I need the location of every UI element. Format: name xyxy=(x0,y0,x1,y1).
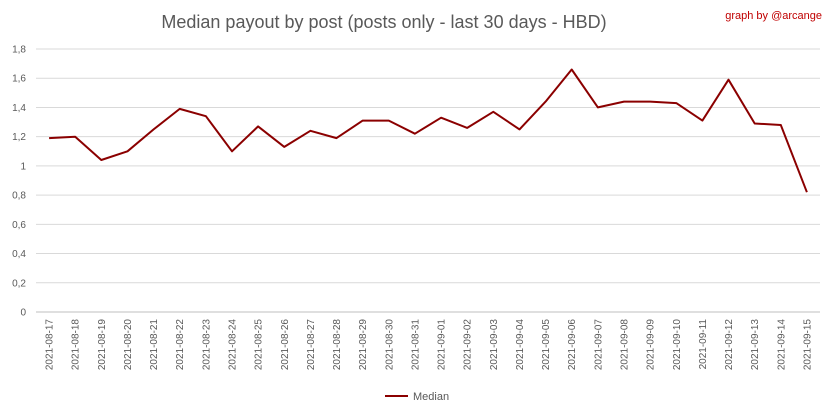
x-tick-label: 2021-08-29 xyxy=(358,319,369,371)
x-tick-label: 2021-08-20 xyxy=(123,319,134,371)
gridlines xyxy=(36,48,820,313)
chart-title: Median payout by post (posts only - last… xyxy=(161,12,606,32)
x-tick-label: 2021-09-12 xyxy=(724,319,735,371)
x-tick-label: 2021-08-26 xyxy=(280,319,291,371)
x-tick-label: 2021-09-15 xyxy=(802,319,813,371)
x-tick-label: 2021-09-09 xyxy=(646,319,657,371)
x-tick-label: 2021-09-10 xyxy=(672,319,683,371)
series-layer xyxy=(49,68,808,193)
legend: Median xyxy=(385,391,449,403)
y-tick-label: 0 xyxy=(20,308,26,319)
y-axis-ticks: 0 0,2 0,4 0,6 0,8 1 1,2 1,4 1,6 1,8 xyxy=(12,45,26,319)
x-tick-label: 2021-09-07 xyxy=(593,319,604,371)
legend-label-median: Median xyxy=(413,391,449,403)
x-tick-label: 2021-08-28 xyxy=(332,319,343,371)
x-tick-label: 2021-09-08 xyxy=(620,319,631,371)
y-tick-label: 1,4 xyxy=(12,103,26,114)
x-tick-label: 2021-08-22 xyxy=(175,319,186,371)
y-tick-label: 0,4 xyxy=(12,249,26,260)
x-tick-label: 2021-09-13 xyxy=(750,319,761,371)
series-line-median xyxy=(49,68,808,193)
x-tick-label: 2021-08-30 xyxy=(384,319,395,371)
x-tick-label: 2021-08-25 xyxy=(254,319,265,371)
x-tick-label: 2021-08-18 xyxy=(71,319,82,371)
x-tick-label: 2021-09-05 xyxy=(541,319,552,371)
x-tick-label: 2021-09-02 xyxy=(463,319,474,371)
y-tick-label: 0,8 xyxy=(12,191,26,202)
y-tick-label: 1,6 xyxy=(12,74,26,85)
x-tick-label: 2021-08-31 xyxy=(410,319,421,371)
y-tick-label: 0,6 xyxy=(12,220,26,231)
y-tick-label: 1 xyxy=(20,161,26,172)
x-tick-label: 2021-08-17 xyxy=(45,319,56,371)
x-tick-label: 2021-08-19 xyxy=(97,319,108,371)
x-tick-label: 2021-08-23 xyxy=(201,319,212,371)
x-tick-label: 2021-09-06 xyxy=(567,319,578,371)
x-tick-label: 2021-08-27 xyxy=(306,319,317,371)
x-axis-ticks: 2021-08-17 2021-08-18 2021-08-19 2021-08-20… xyxy=(45,319,814,371)
x-tick-label: 2021-09-04 xyxy=(515,319,526,371)
chart-credit: graph by @arcange xyxy=(725,10,822,22)
x-tick-label: 2021-08-21 xyxy=(149,319,160,371)
x-tick-label: 2021-08-24 xyxy=(228,319,239,371)
x-tick-label: 2021-09-14 xyxy=(776,319,787,371)
x-tick-label: 2021-09-03 xyxy=(489,319,500,371)
y-tick-label: 1,8 xyxy=(12,45,26,56)
x-tick-label: 2021-09-01 xyxy=(437,319,448,371)
x-tick-label: 2021-09-11 xyxy=(698,319,709,370)
y-tick-label: 0,2 xyxy=(12,278,26,289)
y-tick-label: 1,2 xyxy=(12,132,26,143)
